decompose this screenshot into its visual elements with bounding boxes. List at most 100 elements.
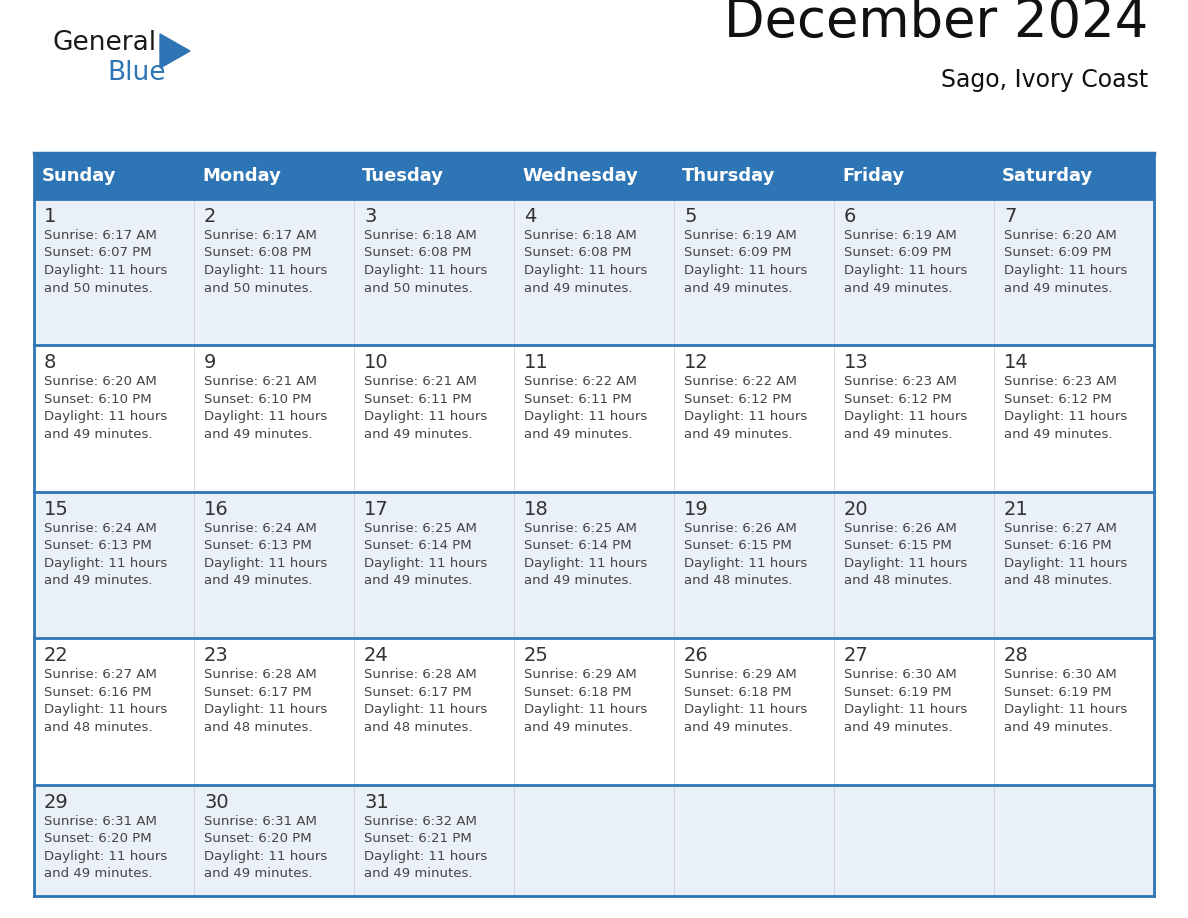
Text: Daylight: 11 hours: Daylight: 11 hours — [1004, 557, 1127, 570]
Text: 15: 15 — [44, 499, 69, 519]
Text: Daylight: 11 hours: Daylight: 11 hours — [524, 264, 647, 277]
Text: Daylight: 11 hours: Daylight: 11 hours — [524, 410, 647, 423]
Text: Sunset: 6:19 PM: Sunset: 6:19 PM — [843, 686, 952, 699]
Text: Sunrise: 6:19 AM: Sunrise: 6:19 AM — [843, 229, 956, 242]
Text: 6: 6 — [843, 207, 857, 226]
Text: Monday: Monday — [202, 167, 280, 185]
Text: and 49 minutes.: and 49 minutes. — [1004, 282, 1112, 295]
Text: Sunrise: 6:26 AM: Sunrise: 6:26 AM — [684, 521, 797, 535]
Text: Daylight: 11 hours: Daylight: 11 hours — [684, 557, 808, 570]
Bar — [34, 153, 1154, 199]
Text: Sunrise: 6:21 AM: Sunrise: 6:21 AM — [204, 375, 317, 388]
Text: Sunset: 6:10 PM: Sunset: 6:10 PM — [44, 393, 152, 406]
Text: 28: 28 — [1004, 646, 1029, 666]
Bar — [34, 785, 1154, 896]
Text: Daylight: 11 hours: Daylight: 11 hours — [204, 557, 327, 570]
Text: Sunrise: 6:31 AM: Sunrise: 6:31 AM — [204, 814, 317, 828]
Text: Sunrise: 6:28 AM: Sunrise: 6:28 AM — [204, 668, 317, 681]
Text: Daylight: 11 hours: Daylight: 11 hours — [204, 703, 327, 716]
Text: and 49 minutes.: and 49 minutes. — [204, 428, 312, 441]
Text: 3: 3 — [364, 207, 377, 226]
Text: 26: 26 — [684, 646, 709, 666]
Text: Sunset: 6:09 PM: Sunset: 6:09 PM — [684, 247, 791, 260]
Text: and 49 minutes.: and 49 minutes. — [44, 868, 152, 880]
Text: 11: 11 — [524, 353, 549, 373]
Text: Daylight: 11 hours: Daylight: 11 hours — [44, 703, 168, 716]
Text: Daylight: 11 hours: Daylight: 11 hours — [44, 557, 168, 570]
Text: and 49 minutes.: and 49 minutes. — [1004, 721, 1112, 733]
Text: 31: 31 — [364, 792, 388, 812]
Text: and 49 minutes.: and 49 minutes. — [44, 428, 152, 441]
Text: Sunrise: 6:24 AM: Sunrise: 6:24 AM — [204, 521, 317, 535]
Text: Daylight: 11 hours: Daylight: 11 hours — [843, 703, 967, 716]
Text: 25: 25 — [524, 646, 549, 666]
Text: Sunrise: 6:26 AM: Sunrise: 6:26 AM — [843, 521, 956, 535]
Text: Daylight: 11 hours: Daylight: 11 hours — [364, 703, 487, 716]
Text: Daylight: 11 hours: Daylight: 11 hours — [204, 264, 327, 277]
Text: 12: 12 — [684, 353, 709, 373]
Text: 22: 22 — [44, 646, 69, 666]
Text: and 49 minutes.: and 49 minutes. — [364, 575, 473, 588]
Text: Sunrise: 6:27 AM: Sunrise: 6:27 AM — [44, 668, 157, 681]
Bar — [34, 345, 1154, 492]
Text: Sunrise: 6:32 AM: Sunrise: 6:32 AM — [364, 814, 476, 828]
Text: Daylight: 11 hours: Daylight: 11 hours — [44, 264, 168, 277]
Text: Daylight: 11 hours: Daylight: 11 hours — [684, 703, 808, 716]
Text: Sunset: 6:15 PM: Sunset: 6:15 PM — [843, 539, 952, 553]
Text: Sunset: 6:18 PM: Sunset: 6:18 PM — [684, 686, 791, 699]
Text: and 49 minutes.: and 49 minutes. — [524, 721, 632, 733]
Text: Sunset: 6:14 PM: Sunset: 6:14 PM — [364, 539, 472, 553]
Text: and 49 minutes.: and 49 minutes. — [44, 575, 152, 588]
Text: Sunset: 6:08 PM: Sunset: 6:08 PM — [364, 247, 472, 260]
Text: and 49 minutes.: and 49 minutes. — [364, 868, 473, 880]
Text: and 50 minutes.: and 50 minutes. — [204, 282, 312, 295]
Text: 10: 10 — [364, 353, 388, 373]
Text: Sunset: 6:11 PM: Sunset: 6:11 PM — [364, 393, 472, 406]
Text: and 49 minutes.: and 49 minutes. — [204, 575, 312, 588]
Text: Thursday: Thursday — [682, 167, 776, 185]
Text: Sunrise: 6:18 AM: Sunrise: 6:18 AM — [364, 229, 476, 242]
Text: 8: 8 — [44, 353, 56, 373]
Text: Sunset: 6:08 PM: Sunset: 6:08 PM — [204, 247, 311, 260]
Text: and 48 minutes.: and 48 minutes. — [44, 721, 152, 733]
Text: Blue: Blue — [107, 60, 165, 86]
Text: 2: 2 — [204, 207, 216, 226]
Text: Sunrise: 6:23 AM: Sunrise: 6:23 AM — [1004, 375, 1117, 388]
Text: 24: 24 — [364, 646, 388, 666]
Text: Sunset: 6:09 PM: Sunset: 6:09 PM — [1004, 247, 1112, 260]
Text: General: General — [52, 30, 156, 56]
Text: Sunrise: 6:31 AM: Sunrise: 6:31 AM — [44, 814, 157, 828]
Text: and 48 minutes.: and 48 minutes. — [364, 721, 473, 733]
Text: Sunset: 6:20 PM: Sunset: 6:20 PM — [204, 832, 311, 845]
Text: and 49 minutes.: and 49 minutes. — [524, 428, 632, 441]
Text: Sunrise: 6:23 AM: Sunrise: 6:23 AM — [843, 375, 956, 388]
Text: and 48 minutes.: and 48 minutes. — [843, 575, 953, 588]
Text: and 49 minutes.: and 49 minutes. — [204, 868, 312, 880]
Text: and 49 minutes.: and 49 minutes. — [524, 282, 632, 295]
Text: Daylight: 11 hours: Daylight: 11 hours — [1004, 264, 1127, 277]
Text: Sunrise: 6:30 AM: Sunrise: 6:30 AM — [843, 668, 956, 681]
Text: Tuesday: Tuesday — [362, 167, 444, 185]
Text: 27: 27 — [843, 646, 868, 666]
Text: 13: 13 — [843, 353, 868, 373]
Text: Sunday: Sunday — [42, 167, 116, 185]
Text: Sunset: 6:21 PM: Sunset: 6:21 PM — [364, 832, 472, 845]
Text: 29: 29 — [44, 792, 69, 812]
Text: Sago, Ivory Coast: Sago, Ivory Coast — [941, 68, 1148, 92]
Text: and 49 minutes.: and 49 minutes. — [684, 721, 792, 733]
Text: Sunrise: 6:24 AM: Sunrise: 6:24 AM — [44, 521, 157, 535]
Text: Sunset: 6:07 PM: Sunset: 6:07 PM — [44, 247, 152, 260]
Bar — [34, 492, 1154, 638]
Text: Sunset: 6:15 PM: Sunset: 6:15 PM — [684, 539, 791, 553]
Polygon shape — [160, 34, 190, 68]
Text: Sunset: 6:17 PM: Sunset: 6:17 PM — [364, 686, 472, 699]
Text: Sunrise: 6:30 AM: Sunrise: 6:30 AM — [1004, 668, 1117, 681]
Text: Daylight: 11 hours: Daylight: 11 hours — [44, 410, 168, 423]
Text: Sunrise: 6:20 AM: Sunrise: 6:20 AM — [1004, 229, 1117, 242]
Text: 9: 9 — [204, 353, 216, 373]
Text: and 48 minutes.: and 48 minutes. — [684, 575, 792, 588]
Text: Sunset: 6:13 PM: Sunset: 6:13 PM — [204, 539, 311, 553]
Text: Sunset: 6:09 PM: Sunset: 6:09 PM — [843, 247, 952, 260]
Text: and 50 minutes.: and 50 minutes. — [364, 282, 473, 295]
Text: and 50 minutes.: and 50 minutes. — [44, 282, 152, 295]
